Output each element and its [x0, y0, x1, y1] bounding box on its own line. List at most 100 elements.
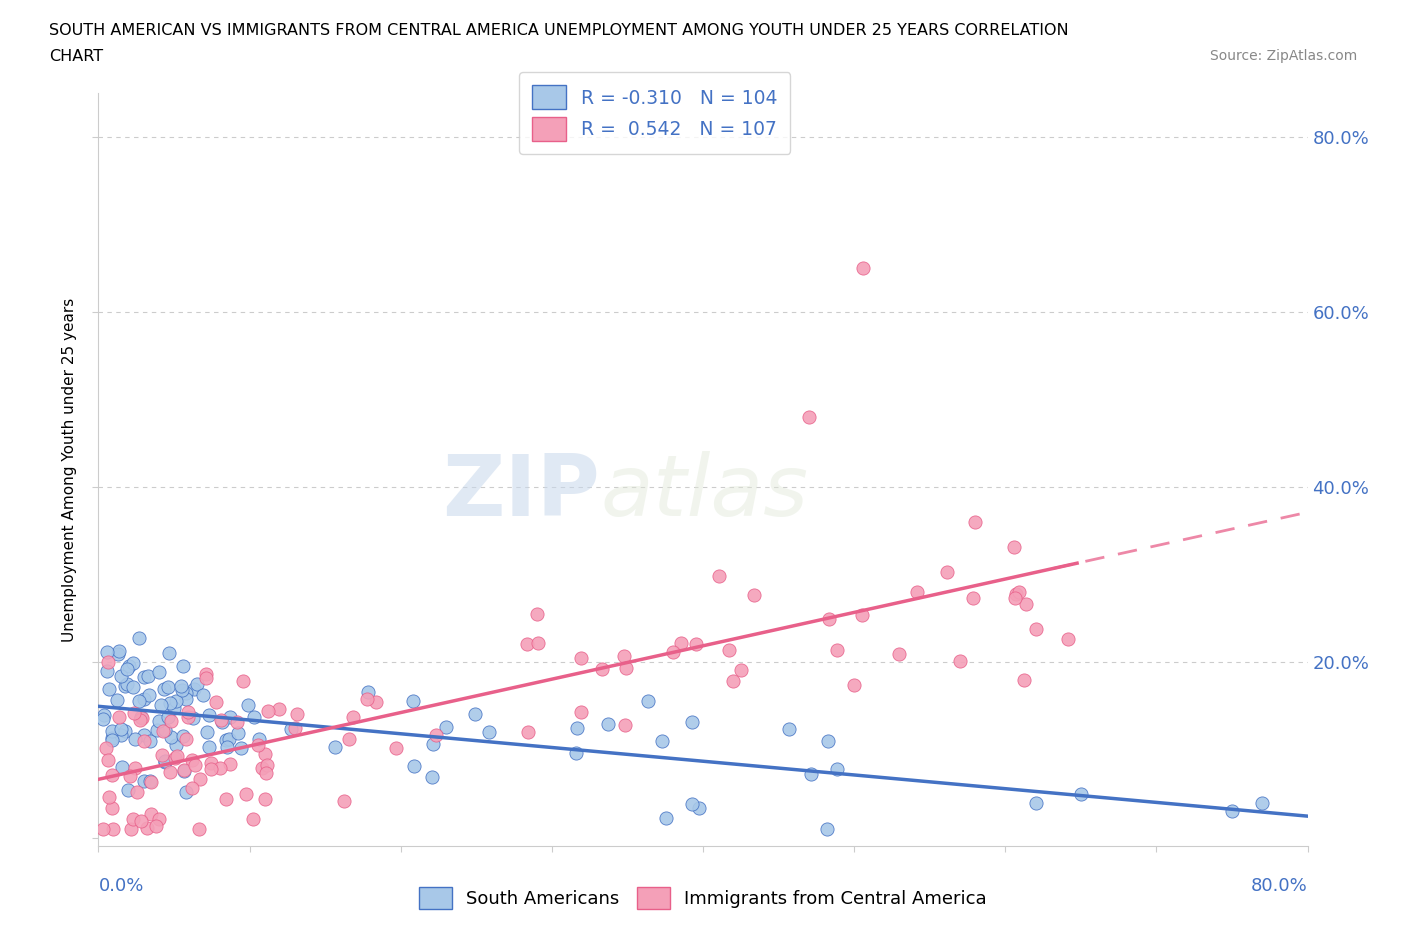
Point [198, 740, 221, 755]
Point [614, 718, 637, 733]
Point [110, 669, 132, 684]
Point [146, 723, 169, 737]
Point [174, 732, 197, 747]
Point [174, 785, 197, 800]
Point [195, 724, 218, 739]
Point [681, 715, 703, 730]
Point [194, 666, 217, 681]
Point [284, 721, 307, 736]
Text: CHART: CHART [49, 49, 103, 64]
Point [139, 807, 162, 822]
Point [129, 710, 152, 724]
Point [1057, 631, 1080, 646]
Point [516, 637, 538, 652]
Point [129, 814, 152, 829]
Point [152, 682, 174, 697]
Point [1251, 795, 1274, 810]
Point [159, 696, 181, 711]
Point [110, 727, 132, 742]
Point [191, 688, 214, 703]
Point [422, 737, 444, 751]
Point [157, 679, 180, 694]
Point [174, 692, 197, 707]
Point [215, 739, 238, 754]
Point [404, 759, 426, 774]
Point [101, 821, 124, 836]
Point [122, 811, 145, 826]
Point [402, 693, 425, 708]
Point [204, 694, 226, 709]
Point [118, 658, 141, 673]
Point [160, 713, 183, 728]
Point [526, 606, 548, 621]
Point [165, 693, 187, 708]
Point [232, 673, 254, 688]
Point [211, 714, 233, 729]
Point [149, 698, 172, 712]
Point [157, 710, 180, 724]
Point [247, 737, 270, 752]
Point [172, 728, 194, 743]
Point [591, 661, 613, 676]
Point [166, 748, 188, 763]
Point [93, 708, 115, 723]
Point [114, 724, 136, 738]
Point [797, 409, 820, 424]
Point [256, 758, 278, 773]
Point [681, 796, 703, 811]
Point [97, 752, 120, 767]
Point [464, 706, 486, 721]
Text: ZIP: ZIP [443, 451, 600, 534]
Point [91, 711, 114, 726]
Point [173, 764, 195, 778]
Point [139, 774, 162, 789]
Point [661, 644, 683, 659]
Point [280, 721, 302, 736]
Point [101, 732, 124, 747]
Point [150, 747, 173, 762]
Point [131, 711, 153, 725]
Point [111, 760, 134, 775]
Point [163, 700, 186, 715]
Point [817, 734, 839, 749]
Point [226, 714, 249, 729]
Point [120, 768, 142, 783]
Point [247, 731, 270, 746]
Legend: R = -0.310   N = 104, R =  0.542   N = 107: R = -0.310 N = 104, R = 0.542 N = 107 [519, 73, 790, 154]
Point [121, 656, 143, 671]
Point [478, 724, 501, 739]
Point [565, 721, 588, 736]
Point [173, 763, 195, 777]
Point [129, 712, 152, 727]
Point [332, 794, 354, 809]
Point [963, 514, 986, 529]
Point [134, 691, 156, 706]
Point [339, 731, 361, 746]
Point [105, 693, 128, 708]
Point [825, 762, 848, 777]
Point [181, 781, 204, 796]
Point [949, 653, 972, 668]
Point [134, 727, 156, 742]
Point [742, 588, 765, 603]
Point [685, 636, 707, 651]
Y-axis label: Unemployment Among Youth under 25 years: Unemployment Among Youth under 25 years [62, 298, 77, 642]
Point [962, 591, 984, 605]
Point [181, 711, 204, 725]
Point [94, 740, 117, 755]
Point [1004, 591, 1026, 605]
Point [905, 585, 928, 600]
Point [108, 644, 131, 658]
Point [242, 812, 264, 827]
Point [800, 767, 823, 782]
Point [254, 765, 277, 780]
Point [366, 695, 388, 710]
Point [183, 682, 205, 697]
Point [128, 631, 150, 645]
Point [115, 676, 138, 691]
Point [1002, 540, 1025, 555]
Point [96, 663, 118, 678]
Point [139, 775, 162, 790]
Point [128, 694, 150, 709]
Point [157, 645, 180, 660]
